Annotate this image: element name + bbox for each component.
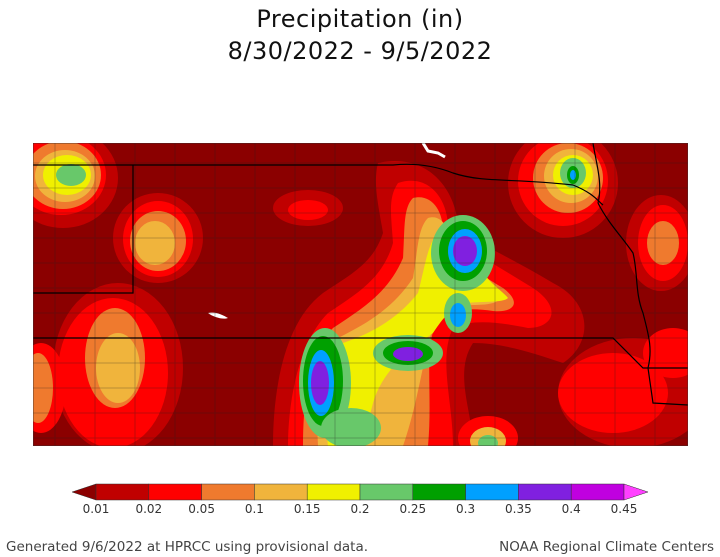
legend-label: 0.02 (135, 502, 162, 516)
precip-area-southwest (33, 283, 183, 446)
precip-core-south (299, 328, 381, 446)
legend-label: 0.05 (188, 502, 215, 516)
color-legend: 0.01 0.02 0.05 0.1 0.15 0.2 0.25 0.3 0.35 0.4 0.45 (71, 483, 649, 516)
precip-area-south-center (458, 416, 518, 446)
precip-area-north-center (273, 190, 343, 226)
legend-swatch (465, 483, 519, 501)
legend-label: 0.01 (83, 502, 110, 516)
lake-marker (208, 312, 228, 319)
legend-label: 0.4 (562, 502, 581, 516)
river-marker (421, 143, 446, 159)
precip-core-north (431, 215, 495, 291)
legend-color-bar (71, 483, 649, 501)
chart-title: Precipitation (in) (256, 5, 464, 33)
legend-swatch (254, 483, 308, 501)
state-boundaries (33, 143, 688, 406)
legend-labels: 0.01 0.02 0.05 0.1 0.15 0.2 0.25 0.3 0.35 0.4 0.45 (83, 502, 638, 516)
legend-swatch (359, 483, 414, 501)
generated-note: Generated 9/6/2022 at HPRCC using provis… (6, 539, 369, 555)
legend-swatch (71, 483, 97, 501)
date-range: 8/30/2022 - 9/5/2022 (227, 37, 493, 65)
legend-label: 0.3 (456, 502, 475, 516)
legend-swatch (412, 483, 466, 501)
legend-swatch (623, 483, 649, 501)
precip-core-east (373, 335, 443, 371)
legend-label: 0.25 (399, 502, 426, 516)
legend-swatch (570, 483, 625, 501)
legend-swatch (518, 483, 572, 501)
legend-label: 0.1 (245, 502, 264, 516)
legend-swatch (95, 483, 150, 501)
precip-area-northeast (508, 143, 618, 238)
legend-label: 0.2 (350, 502, 369, 516)
legend-swatch (306, 483, 361, 501)
source-credit: NOAA Regional Climate Centers (499, 539, 714, 555)
county-lines (33, 143, 688, 446)
precipitation-map (33, 143, 688, 446)
legend-swatch (148, 483, 202, 501)
legend-swatch (201, 483, 255, 501)
legend-label: 0.45 (611, 502, 638, 516)
legend-label: 0.35 (505, 502, 532, 516)
legend-label: 0.15 (294, 502, 321, 516)
